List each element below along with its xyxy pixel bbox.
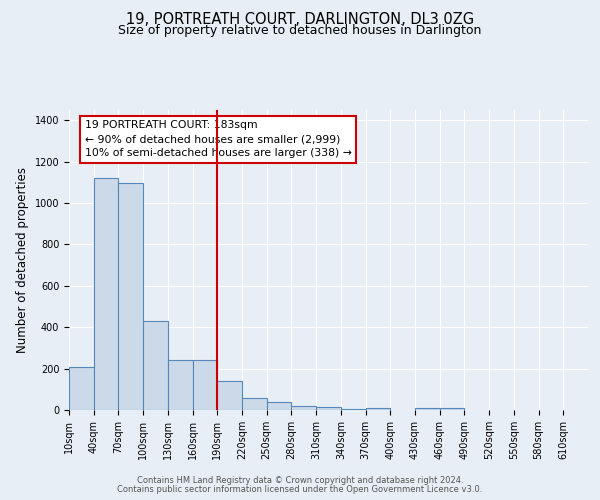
Bar — [193, 360, 217, 410]
Bar — [415, 408, 440, 410]
Text: Size of property relative to detached houses in Darlington: Size of property relative to detached ho… — [118, 24, 482, 37]
Bar — [217, 381, 242, 410]
Bar — [168, 360, 193, 410]
Text: 19 PORTREATH COURT: 183sqm
← 90% of detached houses are smaller (2,999)
10% of s: 19 PORTREATH COURT: 183sqm ← 90% of deta… — [85, 120, 352, 158]
Bar — [292, 406, 316, 410]
Bar — [242, 398, 267, 410]
Bar — [440, 408, 464, 410]
Text: 19, PORTREATH COURT, DARLINGTON, DL3 0ZG: 19, PORTREATH COURT, DARLINGTON, DL3 0ZG — [126, 12, 474, 28]
Bar — [365, 408, 390, 410]
Bar — [341, 409, 365, 410]
Bar — [118, 184, 143, 410]
Text: Contains HM Land Registry data © Crown copyright and database right 2024.: Contains HM Land Registry data © Crown c… — [137, 476, 463, 485]
Y-axis label: Number of detached properties: Number of detached properties — [16, 167, 29, 353]
Bar — [316, 407, 341, 410]
Bar — [143, 321, 168, 410]
Bar — [267, 402, 292, 410]
Bar — [94, 178, 118, 410]
Bar — [69, 366, 94, 410]
Text: Contains public sector information licensed under the Open Government Licence v3: Contains public sector information licen… — [118, 485, 482, 494]
